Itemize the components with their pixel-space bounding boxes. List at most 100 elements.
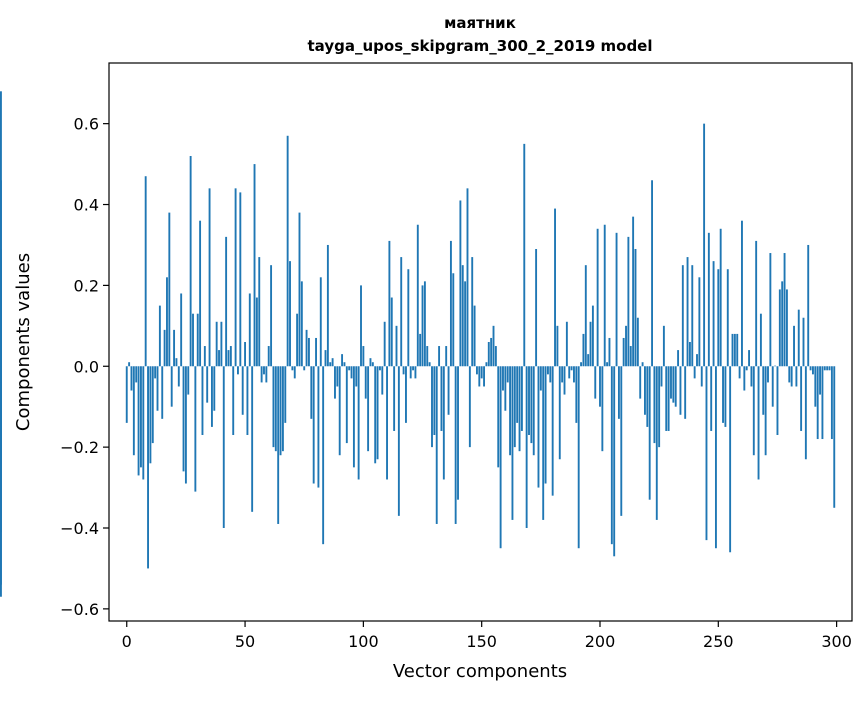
bar-278 (783, 253, 786, 367)
bar-122 (414, 366, 417, 379)
bar-68 (286, 135, 289, 367)
bar-90 (338, 366, 341, 456)
bar-150 (480, 366, 483, 379)
bar-205 (610, 366, 613, 545)
bar-222 (651, 180, 653, 367)
bar-217 (639, 366, 642, 399)
bar-95 (350, 366, 353, 379)
bar-56 (258, 257, 261, 367)
bar-239 (691, 265, 694, 367)
bar-142 (461, 265, 464, 367)
bar-26 (187, 366, 190, 395)
bar-243 (700, 366, 703, 387)
bar-189 (573, 366, 575, 383)
bar-154 (490, 337, 493, 367)
bar-113 (393, 366, 396, 431)
bar-140 (457, 366, 459, 500)
bar-225 (658, 366, 661, 448)
bar-180 (551, 366, 554, 496)
bar-77 (308, 337, 310, 367)
bar-200 (599, 366, 601, 407)
bar-35 (208, 188, 211, 367)
bar-155 (492, 325, 495, 367)
bar-230 (670, 366, 672, 399)
bar-223 (653, 366, 656, 444)
bar-102 (367, 366, 370, 452)
bar-190 (575, 366, 578, 423)
bar-8 (144, 176, 147, 367)
bar-279 (785, 289, 788, 367)
x-tick-label: 200 (585, 632, 616, 651)
bar-36 (210, 366, 213, 427)
bar-97 (355, 366, 358, 387)
bar-130 (433, 366, 436, 435)
bar-81 (317, 366, 320, 488)
y-tick-label: −0.6 (60, 600, 99, 619)
bar-undefined (0, 346, 2, 367)
bar-79 (312, 366, 315, 484)
bar-74 (300, 281, 303, 367)
bar-57 (260, 366, 263, 383)
y-tick-label: 0.2 (74, 276, 99, 295)
bar-228 (665, 366, 668, 431)
bar-238 (688, 342, 691, 367)
bar-206 (613, 366, 616, 557)
bar-23 (180, 293, 183, 367)
bar-135 (445, 346, 448, 367)
bar-152 (485, 362, 488, 367)
bar-50 (244, 342, 246, 367)
bar-207 (615, 232, 618, 367)
bar-195 (587, 354, 590, 367)
bar-169 (525, 366, 528, 528)
bar-84 (324, 350, 327, 367)
bar-series (0, 91, 836, 597)
bar-51 (246, 366, 249, 435)
bar-233 (677, 350, 680, 367)
bar-41 (222, 366, 225, 528)
bar-110 (386, 366, 388, 480)
bar-224 (655, 366, 658, 520)
bar-76 (305, 329, 308, 367)
bar-1 (128, 362, 131, 367)
bar-194 (584, 265, 587, 367)
y-axis-label: Components values (13, 253, 34, 431)
x-axis: 0 50 100 150 200 250 300 (122, 621, 852, 651)
bar-178 (546, 366, 549, 375)
bar-186 (565, 321, 568, 367)
bar-209 (620, 366, 623, 516)
bar-218 (641, 362, 644, 367)
bar-12 (154, 366, 157, 379)
bar-55 (255, 297, 258, 367)
bar-67 (284, 366, 287, 423)
bar-177 (544, 366, 547, 484)
bar-257 (733, 333, 736, 367)
bar-176 (542, 366, 545, 520)
bar-65 (279, 366, 282, 456)
bar-121 (412, 366, 415, 371)
bar-64 (277, 366, 280, 524)
bar-252 (722, 366, 724, 423)
bar-211 (625, 325, 627, 367)
bar-158 (499, 366, 502, 549)
bar-39 (218, 350, 220, 367)
bar-108 (381, 366, 384, 395)
bar-199 (596, 228, 599, 367)
bar-247 (710, 366, 713, 431)
bar-38 (215, 321, 218, 367)
bar-165 (516, 366, 519, 423)
bar-49 (241, 366, 244, 415)
bar-137 (449, 240, 452, 367)
bar-235 (681, 265, 684, 367)
bar-236 (684, 366, 687, 419)
bar-171 (530, 366, 533, 444)
x-tick-label: 250 (703, 632, 734, 651)
bar-11 (151, 366, 154, 444)
bar-141 (459, 200, 462, 367)
bar-94 (348, 366, 351, 371)
bar-255 (729, 366, 732, 553)
bar-168 (523, 143, 526, 367)
bar-7 (142, 366, 145, 480)
bar-82 (319, 277, 322, 367)
